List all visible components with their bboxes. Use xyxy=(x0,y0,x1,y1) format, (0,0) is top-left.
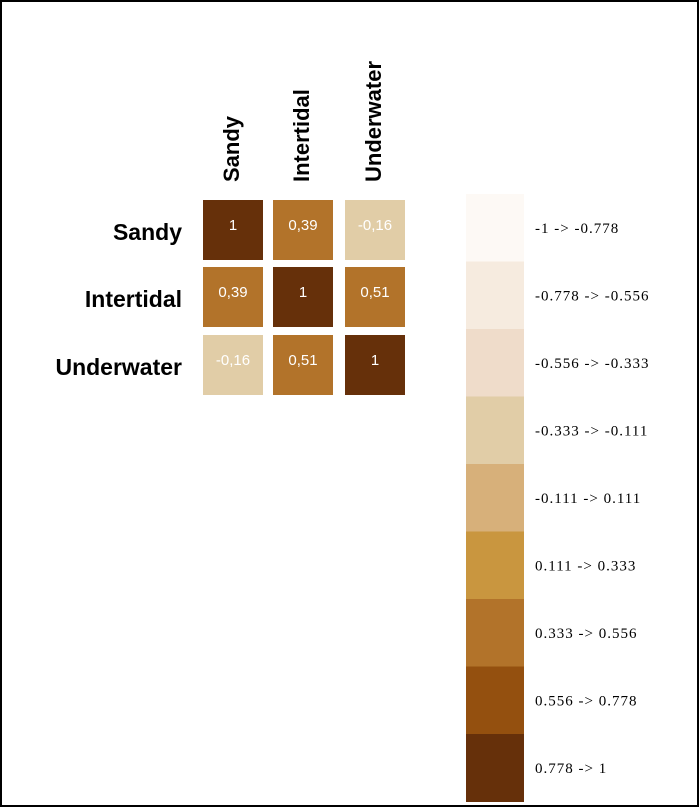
cell-value-label: 1 xyxy=(299,284,307,301)
heatmap-cell xyxy=(273,200,333,260)
legend-swatch xyxy=(466,194,524,262)
heatmap-cell xyxy=(345,200,405,260)
column-label: Sandy xyxy=(219,115,244,182)
legend-label: 0.778 -> 1 xyxy=(535,761,607,777)
legend-label: -0.333 -> -0.111 xyxy=(535,423,648,439)
cell-value-label: 0,39 xyxy=(218,284,247,301)
legend-label: -1 -> -0.778 xyxy=(535,221,619,237)
cell-value-label: -0,16 xyxy=(358,217,392,234)
legend-label: -0.556 -> -0.333 xyxy=(535,356,649,372)
heatmap-cell xyxy=(345,267,405,327)
legend-swatch xyxy=(466,464,524,532)
legend-label: 0.556 -> 0.778 xyxy=(535,693,637,709)
column-label: Intertidal xyxy=(289,89,314,182)
heatmap-cell xyxy=(203,267,263,327)
heatmap-cell xyxy=(273,267,333,327)
heatmap-cell xyxy=(203,335,263,395)
heatmap-cell xyxy=(203,200,263,260)
row-label: Sandy xyxy=(113,219,182,245)
cell-value-label: 1 xyxy=(371,352,379,369)
cell-value-label: 0,51 xyxy=(360,284,389,301)
heatmap-cell xyxy=(345,335,405,395)
legend-swatch xyxy=(466,666,524,735)
legend-swatch xyxy=(466,599,524,667)
legend-swatch xyxy=(466,396,524,465)
legend-label: 0.333 -> 0.556 xyxy=(535,626,637,642)
cell-value-label: 0,51 xyxy=(288,352,317,369)
legend-swatch xyxy=(466,329,524,397)
cell-value-label: 0,39 xyxy=(288,217,317,234)
legend-label: -0.778 -> -0.556 xyxy=(535,288,649,304)
legend-swatch xyxy=(466,734,524,802)
legend-label: 0.111 -> 0.333 xyxy=(535,558,636,574)
legend-swatch xyxy=(466,261,524,330)
legend-swatch xyxy=(466,531,524,600)
column-label: Underwater xyxy=(361,61,386,182)
cell-value-label: 1 xyxy=(229,217,237,234)
cell-value-label: -0,16 xyxy=(216,352,250,369)
row-label: Intertidal xyxy=(85,286,182,312)
row-label: Underwater xyxy=(55,354,182,380)
legend-label: -0.111 -> 0.111 xyxy=(535,491,641,507)
heatmap-cell xyxy=(273,335,333,395)
